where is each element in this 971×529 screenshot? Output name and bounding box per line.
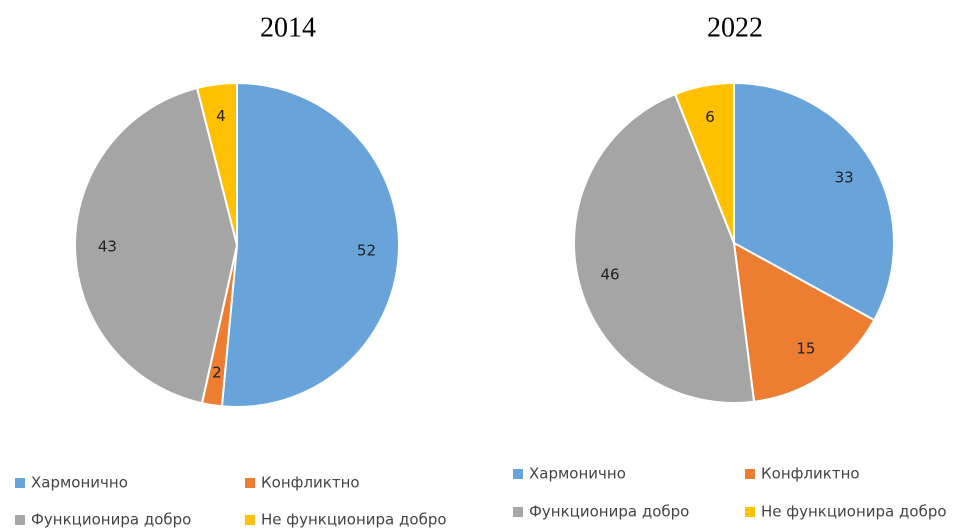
legend-swatch: [245, 515, 255, 525]
pie-slice: [220, 81, 400, 408]
data-label: 6: [705, 108, 715, 126]
chart-title: 2014: [260, 12, 316, 43]
legend-label: Конфликтно: [761, 465, 860, 483]
legend-label: Хармонично: [31, 474, 128, 492]
legend-label: Не функционира добро: [761, 503, 947, 521]
pie-slice: [673, 81, 735, 244]
legend-swatch: [513, 469, 523, 479]
data-label: 52: [357, 242, 376, 260]
data-label: 33: [835, 168, 854, 186]
data-label: 43: [98, 238, 117, 256]
legend-label: Хармонично: [529, 465, 626, 483]
pie-slice: [74, 86, 239, 405]
legend-swatch: [245, 478, 255, 488]
data-label: 46: [600, 265, 619, 283]
pie-slice: [732, 241, 876, 403]
legend-swatch: [745, 469, 755, 479]
data-label: 2: [212, 364, 222, 382]
chart-title: 2022: [707, 12, 763, 43]
pie-slice: [573, 92, 756, 404]
legend-label: Функционира добро: [31, 511, 191, 529]
legend-label: Конфликтно: [261, 474, 360, 492]
pie-slice: [195, 81, 238, 246]
data-label: 4: [216, 107, 226, 125]
legend-label: Функционира добро: [529, 503, 689, 521]
legend-swatch: [15, 478, 25, 488]
data-label: 15: [796, 339, 815, 357]
legend-swatch: [745, 507, 755, 517]
pie-slice: [733, 81, 895, 322]
legend-swatch: [15, 515, 25, 525]
legend-label: Не функционира добро: [261, 511, 447, 529]
legend-swatch: [513, 507, 523, 517]
